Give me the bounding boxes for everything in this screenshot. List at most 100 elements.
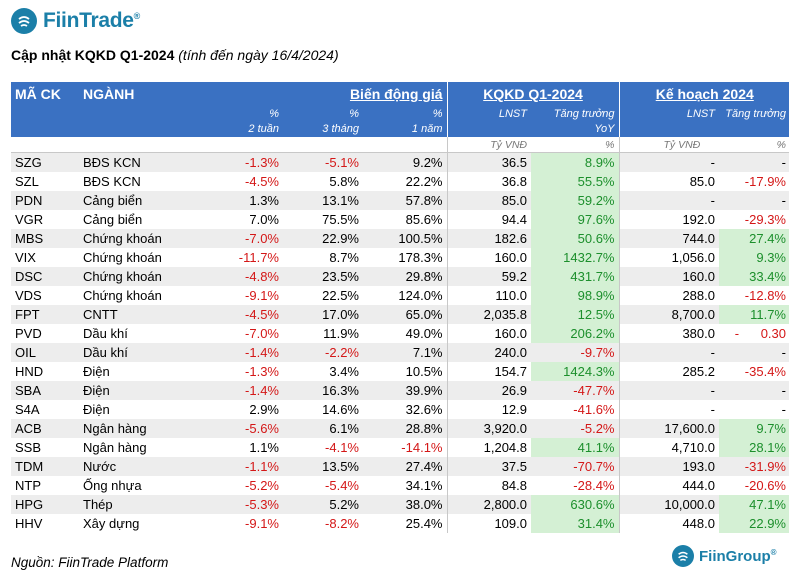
header-row-1: MÃ CK NGÀNH Biến động giá KQKD Q1-2024 K… <box>11 82 789 106</box>
cell-w2: 2.9% <box>249 402 279 417</box>
header-row-2: % % % LNST Tăng trưởng LNST Tăng trưởng <box>11 106 789 121</box>
fiintrade-logo: FiinTrade® <box>11 8 140 34</box>
cell-y1: 39.9% <box>363 381 447 400</box>
cell-ma: OIL <box>11 343 79 362</box>
cell-w2: -5.2% <box>245 478 279 493</box>
cell-nganh: BĐS KCN <box>83 174 141 189</box>
cell-w2: -1.4% <box>198 343 283 362</box>
fiintrade-logo-icon <box>11 8 37 34</box>
cell-nganh: CNTT <box>79 305 198 324</box>
cell-plan: 1,056.0 <box>618 248 719 267</box>
cell-w2: -9.1% <box>245 288 279 303</box>
cell-m3: 23.5% <box>283 267 363 286</box>
cell-plan-tt: 9.7% <box>719 419 789 438</box>
cell-y1: 65.0% <box>363 305 447 324</box>
cell-m3: 5.8% <box>329 174 359 189</box>
table-row: VIX Chứng khoán -11.7% 8.7% 178.3% 160.0 1432.… <box>11 248 789 267</box>
cell-nganh: Chứng khoán <box>79 267 198 286</box>
cell-lnst: 109.0 <box>446 514 531 533</box>
col-nganh: NGÀNH <box>79 82 198 106</box>
cell-y1: 25.4% <box>405 516 443 531</box>
cell-ma: TDM <box>11 457 79 476</box>
cell-yoy: -5.2% <box>531 419 619 438</box>
cell-plan-tt: -35.4% <box>744 364 786 379</box>
cell-w2: 1.1% <box>249 440 279 455</box>
cell-plan: 8,700.0 <box>618 305 719 324</box>
cell-plan: - <box>618 343 719 362</box>
cell-m3: 14.6% <box>322 402 359 417</box>
cell-nganh: Xây dựng <box>83 516 140 531</box>
cell-m3: -5.1% <box>283 152 363 172</box>
table-row: SBA Điện -1.4% 16.3% 39.9% 26.9 -47.7% - - <box>11 381 789 400</box>
cell-m3: -8.2% <box>325 516 359 531</box>
cell-nganh: Ngân hàng <box>79 419 198 438</box>
cell-w2: -9.1% <box>245 516 279 531</box>
cell-y1: 32.6% <box>405 402 443 417</box>
cell-lnst: 84.8 <box>446 476 531 495</box>
cell-lnst: 36.8 <box>446 172 531 191</box>
cell-m3: 5.2% <box>283 495 363 514</box>
cell-plan: - <box>618 381 719 400</box>
cell-plan-tt: - <box>719 381 789 400</box>
col-yoy: YoY <box>531 121 619 137</box>
cell-w2: -4.8% <box>198 267 283 286</box>
col-plan-lnst: LNST <box>618 106 719 121</box>
cell-ma: VGR <box>15 212 44 227</box>
cell-nganh: Điện <box>83 402 110 417</box>
unit-yoy: % <box>531 137 619 153</box>
cell-yoy: -28.4% <box>573 478 615 493</box>
fiingroup-logo: FiinGroup® <box>672 545 777 567</box>
cell-lnst: 182.6 <box>446 229 531 248</box>
cell-y1: 29.8% <box>363 267 447 286</box>
cell-w2: 7.0% <box>249 212 279 227</box>
cell-y1: 22.2% <box>405 174 443 189</box>
table-row: HHV Xây dựng -9.1% -8.2% 25.4% 109.0 31.4% 448.… <box>11 514 789 533</box>
cell-yoy: 98.9% <box>531 286 619 305</box>
cell-nganh: Cảng biển <box>83 212 143 227</box>
table-row: VGR Cảng biển 7.0% 75.5% 85.6% 94.4 97.6% 192.0… <box>11 210 789 229</box>
cell-yoy: 1424.3% <box>531 362 619 381</box>
cell-nganh: Nước <box>79 457 198 476</box>
cell-lnst: 85.0 <box>446 191 531 210</box>
cell-y1: 178.3% <box>398 250 443 265</box>
title-main: Cập nhật KQKD Q1-2024 <box>11 47 175 63</box>
cell-yoy: 630.6% <box>531 495 619 514</box>
cell-lnst: 12.9 <box>446 400 531 419</box>
cell-nganh: Cảng biển <box>79 191 198 210</box>
cell-lnst: 2,800.0 <box>446 495 531 514</box>
cell-y1: 38.0% <box>363 495 447 514</box>
cell-yoy: 50.6% <box>531 229 619 248</box>
cell-nganh: Chứng khoán <box>79 229 198 248</box>
cell-lnst: 110.0 <box>446 286 531 305</box>
cell-plan: - <box>618 400 719 419</box>
cell-y1: -14.1% <box>401 440 443 455</box>
cell-w2: -5.3% <box>198 495 283 514</box>
group-plan: Kế hoạch 2024 <box>618 82 789 106</box>
cell-nganh: Điện <box>83 364 110 379</box>
cell-w2: -1.4% <box>198 381 283 400</box>
table-row: DSC Chứng khoán -4.8% 23.5% 29.8% 59.2 431.7% 1… <box>11 267 789 286</box>
cell-ma: SZL <box>15 174 39 189</box>
cell-nganh: BĐS KCN <box>79 152 198 172</box>
cell-y1: 85.6% <box>405 212 443 227</box>
cell-plan: - <box>618 152 719 172</box>
cell-yoy: 97.6% <box>531 210 619 229</box>
cell-yoy: -47.7% <box>531 381 619 400</box>
cell-lnst: 26.9 <box>446 381 531 400</box>
cell-ma: HPG <box>11 495 79 514</box>
cell-plan: - <box>618 191 719 210</box>
cell-ma: DSC <box>11 267 79 286</box>
table-row: VDS Chứng khoán -9.1% 22.5% 124.0% 110.0 98.9%… <box>11 286 789 305</box>
cell-lnst: 1,204.8 <box>446 438 531 457</box>
table-row: HND Điện -1.3% 3.4% 10.5% 154.7 1424.3% 285.2 -3… <box>11 362 789 381</box>
cell-w2: -7.0% <box>245 326 279 341</box>
cell-m3: -2.2% <box>283 343 363 362</box>
col-lnst: LNST <box>446 106 531 121</box>
cell-plan-tt: 28.1% <box>719 438 789 457</box>
cell-plan-tt: 22.9% <box>719 514 789 533</box>
cell-yoy: -70.7% <box>531 457 619 476</box>
cell-nganh: Chứng khoán <box>83 250 162 265</box>
cell-yoy: -41.6% <box>573 402 615 417</box>
table-row: SZG BĐS KCN -1.3% -5.1% 9.2% 36.5 8.9% - - <box>11 152 789 172</box>
cell-ma: MBS <box>11 229 79 248</box>
